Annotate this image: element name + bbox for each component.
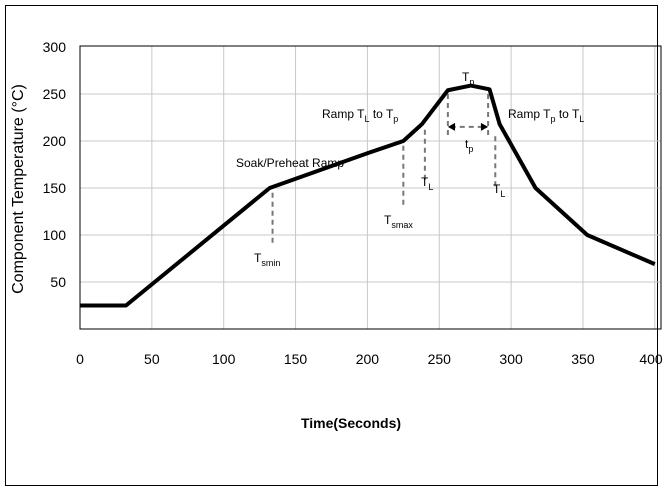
tl-rise-label: TL <box>421 175 433 192</box>
x-tick-label: 150 <box>284 351 308 367</box>
tp-arrow-right-icon <box>480 122 489 131</box>
x-axis-ticks: 0 50 100 150 200 250 300 350 400 <box>76 351 663 367</box>
y-tick-label: 250 <box>43 86 67 102</box>
x-tick-label: 200 <box>356 351 380 367</box>
tsmax-label: Tsmax <box>384 213 413 230</box>
tl-fall-label: TL <box>493 182 505 199</box>
ramp-down-label: Ramp Tp to TL <box>508 107 584 124</box>
ramp-up-label: Ramp TL to Tp <box>322 107 398 124</box>
x-tick-label: 400 <box>639 351 663 367</box>
temperature-profile-line <box>80 83 656 308</box>
x-axis-label: Time(Seconds) <box>301 415 401 431</box>
grid <box>80 46 661 329</box>
y-tick-label: 300 <box>43 39 67 55</box>
y-axis-label: Component Temperature (°C) <box>10 84 27 294</box>
y-tick-label: 50 <box>50 274 66 290</box>
y-tick-label: 200 <box>43 133 67 149</box>
tp-arrow-left-icon <box>447 122 456 131</box>
y-axis-ticks: 50 100 150 200 250 300 <box>43 39 67 290</box>
marker-lines <box>271 94 497 245</box>
x-tick-label: 300 <box>499 351 523 367</box>
x-tick-label: 0 <box>76 351 84 367</box>
tp-peak-label: Tp <box>462 70 474 87</box>
soak-label: Soak/Preheat Ramp <box>236 156 344 170</box>
chart-frame <box>5 5 658 486</box>
x-tick-label: 50 <box>144 351 160 367</box>
tp-duration-label: tp <box>465 137 473 154</box>
x-tick-label: 350 <box>571 351 595 367</box>
y-tick-label: 150 <box>43 180 67 196</box>
y-tick-label: 100 <box>43 227 67 243</box>
x-tick-label: 100 <box>212 351 236 367</box>
tsmin-label: Tsmin <box>254 251 280 268</box>
plot-area <box>79 45 662 330</box>
x-tick-label: 250 <box>428 351 452 367</box>
